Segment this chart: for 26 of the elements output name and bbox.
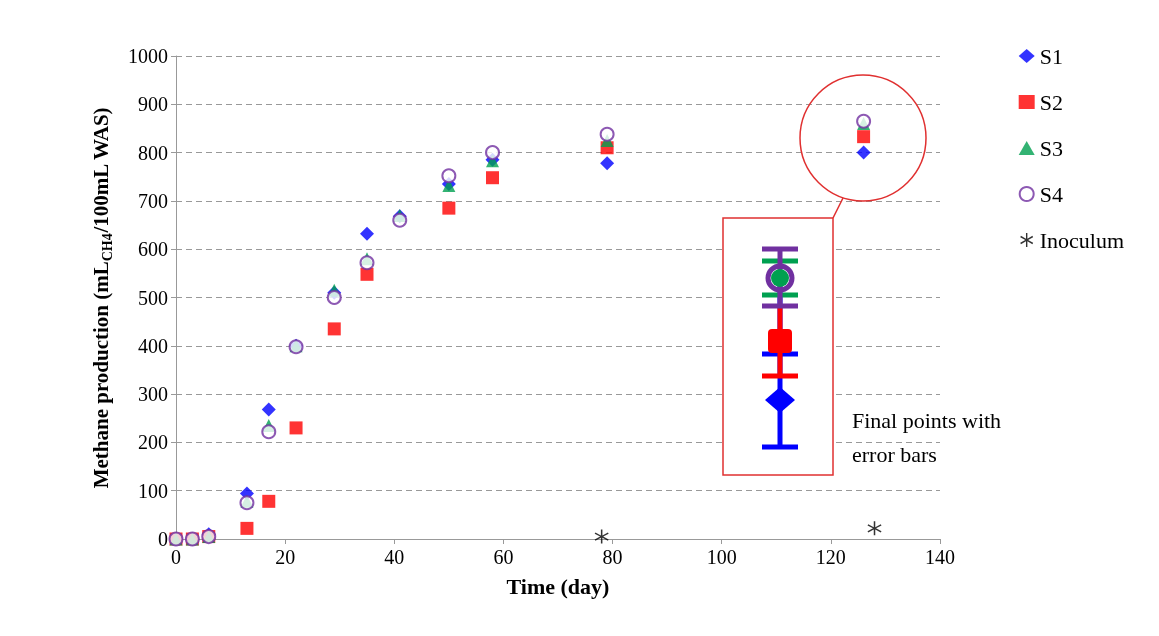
x-tick-label: 100 [706,546,737,568]
x-tick-label: 60 [493,546,514,568]
y-tick-label: 400 [138,334,168,357]
annotation: Final points with error bars [852,407,1003,469]
legend-label: S3 [1039,135,1063,161]
x-tick-label: 40 [384,546,405,568]
y-tick-label: 800 [138,141,168,164]
legend-label: Inoculum [1039,227,1125,253]
x-tick-label: 20 [275,546,296,568]
legend-label: S2 [1039,89,1063,115]
y-tick-label: 900 [138,93,168,116]
x-tick-label: 140 [925,546,955,568]
y-tick-label: 600 [138,238,168,261]
y-tick-label: 1000 [128,45,168,67]
y-tick-label: 700 [138,189,168,212]
y-tick-label: 100 [138,479,168,502]
y-tick-label: 500 [138,286,168,309]
y-axis-title: Methane production (mLCH4/100mL WAS) [89,107,115,489]
y-tick-label: 200 [138,431,168,454]
x-tick-label: 120 [815,546,846,568]
legend-label: S1 [1039,43,1063,69]
x-axis-title: Time (day) [506,573,610,599]
legend-label: S4 [1039,181,1063,207]
x-tick-label: 80 [602,546,623,568]
y-tick-label: 300 [138,383,168,406]
y-tick-label: 0 [158,528,168,550]
